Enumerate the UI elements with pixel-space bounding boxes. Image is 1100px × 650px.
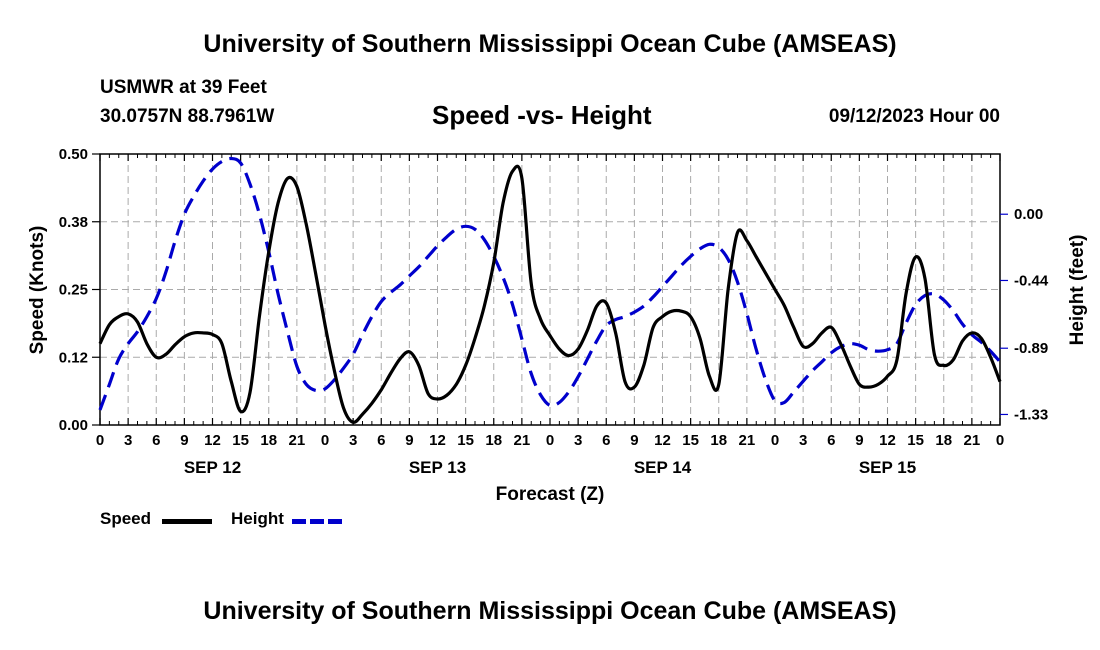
- x-tick-label: 9: [405, 432, 413, 449]
- x-tick-label: 15: [232, 432, 249, 449]
- station-label: USMWR at 39 Feet: [100, 77, 267, 98]
- day-label: SEP 15: [859, 458, 916, 477]
- axis-tick-labels: 0 3 6 9 12 15 18 21 0 3 6 9 12 15 18 21 0 3 6 9 12 15 18 21 0 3 6 9…: [59, 146, 1049, 477]
- chart-subtitle: Speed -vs- Height: [432, 100, 652, 130]
- x-tick-label: 0: [546, 432, 554, 449]
- legend-speed-label: Speed: [100, 509, 152, 528]
- x-tick-label: 3: [574, 432, 582, 449]
- x-tick-label: 0: [996, 432, 1004, 449]
- x-tick-label: 12: [654, 432, 671, 449]
- x-tick-label: 3: [799, 432, 807, 449]
- x-tick-label: 21: [514, 432, 531, 449]
- chart-title: University of Southern Mississippi Ocean…: [203, 30, 897, 58]
- coordinates-label: 30.0757N 88.7961W: [100, 106, 275, 127]
- y-axis-right-label: Height (feet): [1067, 235, 1088, 346]
- grid: [100, 154, 1000, 425]
- x-tick-label: 9: [180, 432, 188, 449]
- day-label: SEP 12: [184, 458, 241, 477]
- x-tick-label: 0: [771, 432, 779, 449]
- y-left-tick-label: 0.12: [59, 349, 88, 366]
- x-tick-label: 15: [682, 432, 699, 449]
- x-tick-label: 18: [935, 432, 952, 449]
- y-right-tick-label: -1.33: [1014, 406, 1048, 423]
- x-tick-label: 9: [855, 432, 863, 449]
- y-right-tick-label: -0.44: [1014, 272, 1049, 289]
- x-tick-label: 12: [204, 432, 221, 449]
- x-tick-label: 15: [907, 432, 924, 449]
- y-left-tick-label: 0.50: [59, 146, 88, 163]
- x-tick-label: 0: [96, 432, 104, 449]
- x-tick-label: 18: [260, 432, 277, 449]
- day-label: SEP 14: [634, 458, 692, 477]
- x-axis-label: Forecast (Z): [496, 484, 605, 505]
- axis-ticks: [92, 153, 1008, 426]
- forecast-datetime: 09/12/2023 Hour 00: [828, 106, 1000, 127]
- day-label: SEP 13: [409, 458, 466, 477]
- footer-title: University of Southern Mississippi Ocean…: [203, 597, 897, 625]
- legend-height-label: Height: [231, 509, 284, 528]
- x-tick-label: 6: [377, 432, 385, 449]
- speed-series-line: [98, 164, 1002, 424]
- x-tick-label: 0: [321, 432, 329, 449]
- x-tick-label: 18: [485, 432, 502, 449]
- x-tick-label: 12: [879, 432, 896, 449]
- y-left-tick-label: 0.38: [59, 214, 88, 231]
- legend-speed-swatch: [162, 519, 212, 524]
- x-tick-label: 6: [827, 432, 835, 449]
- y-axis-left-label: Speed (Knots): [27, 226, 48, 355]
- x-tick-label: 21: [289, 432, 306, 449]
- x-tick-label: 18: [710, 432, 727, 449]
- legend-height-swatch: [292, 519, 343, 524]
- x-tick-label: 3: [124, 432, 132, 449]
- y-left-tick-label: 0.00: [59, 417, 88, 434]
- y-right-tick-label: 0.00: [1014, 206, 1043, 223]
- y-right-tick-label: -0.89: [1014, 340, 1048, 357]
- x-tick-label: 15: [457, 432, 474, 449]
- height-series-line: [98, 156, 1002, 411]
- x-tick-label: 21: [964, 432, 981, 449]
- y-left-tick-label: 0.25: [59, 282, 88, 299]
- x-tick-label: 21: [739, 432, 756, 449]
- x-tick-label: 6: [152, 432, 160, 449]
- x-tick-label: 6: [602, 432, 610, 449]
- x-tick-label: 9: [630, 432, 638, 449]
- x-tick-label: 12: [429, 432, 446, 449]
- x-tick-label: 3: [349, 432, 357, 449]
